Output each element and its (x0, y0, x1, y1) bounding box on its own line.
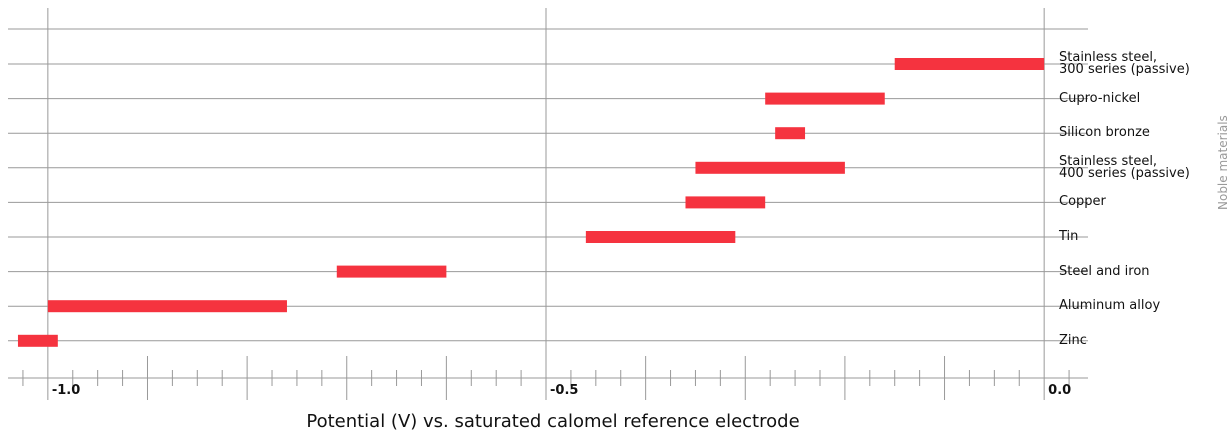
category-label: Stainless steel, 400 series (passive) (1059, 153, 1190, 181)
bar (894, 58, 1045, 70)
bar (585, 231, 736, 243)
category-label: Tin (1059, 229, 1079, 244)
category-label: Cupro-nickel (1059, 90, 1141, 106)
category-label: Copper (1059, 194, 1106, 210)
x-tick-label: -1.0 (51, 383, 81, 398)
bar (775, 127, 806, 140)
category-label: Stainless steel, 300 series (passive) (1059, 50, 1190, 77)
x-tick-label: -0.5 (550, 383, 579, 398)
bar (17, 334, 58, 347)
category-label: Zinc (1059, 332, 1087, 348)
side-label: Noble materials (1216, 115, 1230, 210)
bar (695, 161, 845, 174)
bar (47, 300, 287, 313)
bar (336, 265, 447, 278)
category-label: Silicon bronze (1059, 125, 1150, 141)
x-tick-label: 0.0 (1048, 383, 1072, 398)
category-label: Aluminum alloy (1059, 298, 1161, 314)
bar (685, 196, 766, 209)
category-label: Steel and iron (1059, 263, 1150, 279)
x-axis-title: Potential (V) vs. saturated calomel refe… (306, 411, 800, 432)
bar (765, 92, 885, 105)
